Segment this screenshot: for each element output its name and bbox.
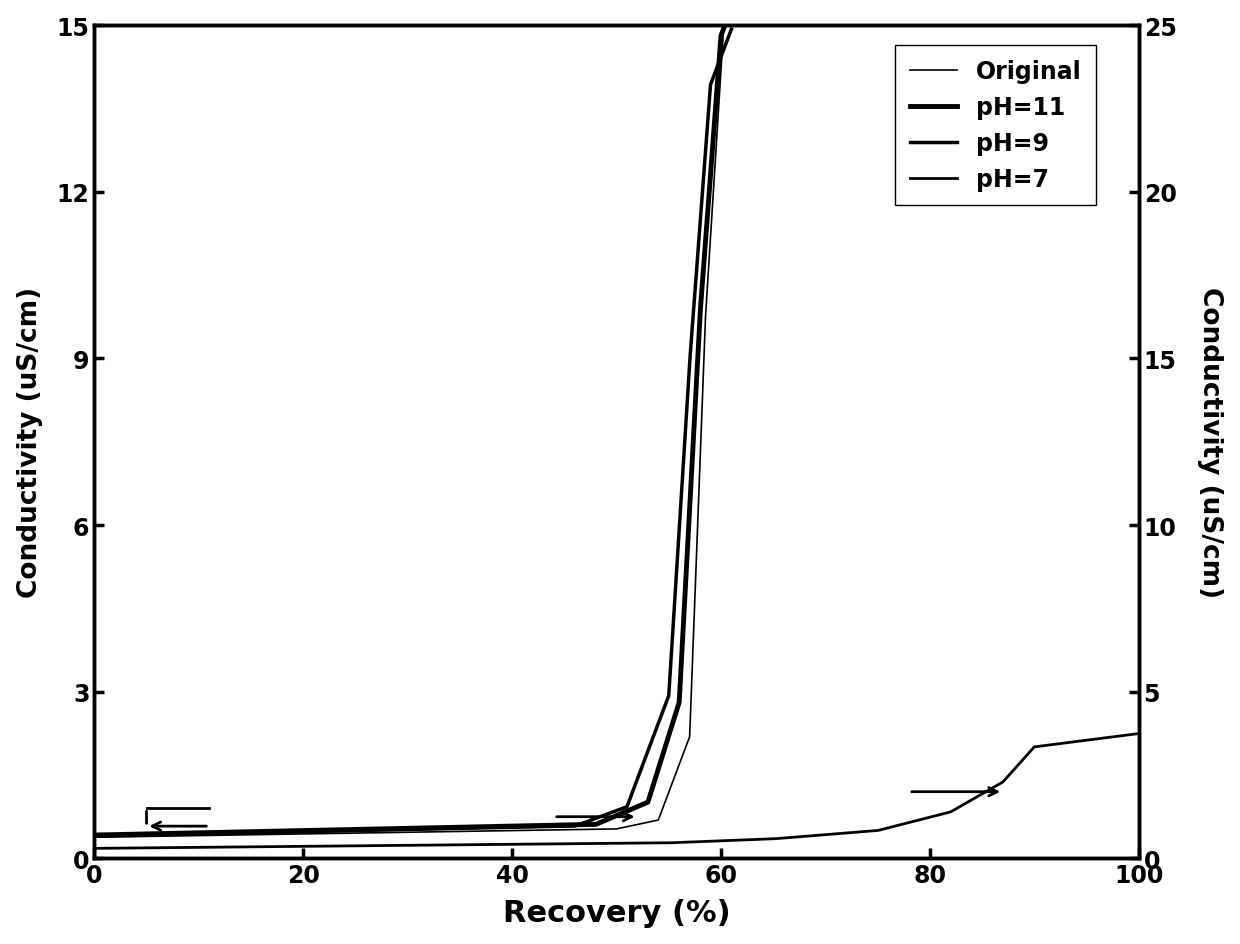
Legend: Original, pH=11, pH=9, pH=7: Original, pH=11, pH=9, pH=7 xyxy=(895,46,1096,206)
Y-axis label: Conductivity (uS/cm): Conductivity (uS/cm) xyxy=(1198,287,1224,598)
Y-axis label: Conductivity (uS/cm): Conductivity (uS/cm) xyxy=(16,287,42,598)
X-axis label: Recovery (%): Recovery (%) xyxy=(502,899,730,927)
